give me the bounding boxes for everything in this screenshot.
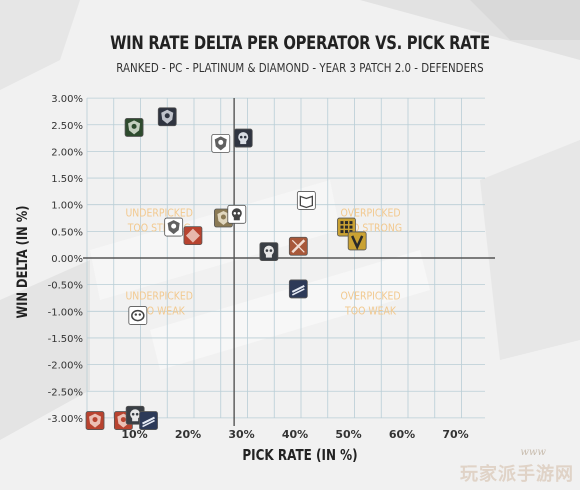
operator-icon-red-diamond (183, 226, 203, 246)
operator-icon-green-crest (124, 118, 144, 137)
y-tick-label: -1.00% (48, 307, 83, 318)
reference-lines (83, 98, 495, 426)
operator-icon-blue-slash (288, 279, 308, 299)
operator-icon-skull-white (227, 204, 247, 224)
quadrant-label-line: UNDERPICKED (125, 291, 193, 303)
y-tick-label: -2.50% (48, 387, 83, 398)
x-tick-label: 20% (175, 428, 201, 441)
x-tick-label: 50% (335, 428, 361, 441)
watermark: 玩家派手游网 (460, 464, 574, 485)
y-tick-label: -2.00% (48, 361, 83, 372)
x-axis-label: PICK RATE (IN %) (242, 447, 357, 465)
y-tick-label: -0.50% (48, 281, 83, 292)
operator-icon-yellow-v (347, 231, 367, 251)
quadrant-label-line: UNDERPICKED (125, 208, 193, 220)
y-tick-label: 1.00% (51, 201, 83, 212)
data-points (85, 107, 367, 430)
y-tick-label: 0.50% (51, 227, 83, 238)
operator-icon-red-crest (85, 411, 105, 430)
operator-icon-skull-gray (259, 242, 279, 262)
operator-icon-book-white (296, 191, 316, 210)
quadrant-label-line: TOO STRONG (127, 223, 191, 235)
y-tick-label: 3.00% (51, 94, 83, 105)
quadrant-label-line: TOO STRONG (338, 223, 402, 235)
y-tick-label: 2.00% (51, 147, 83, 158)
x-tick-label: 30% (228, 428, 254, 441)
chart-title: WIN RATE DELTA PER OPERATOR VS. PICK RAT… (110, 32, 490, 54)
x-tick-label: 60% (389, 428, 415, 441)
quadrant-label-line: OVERPICKED (341, 208, 401, 220)
x-tick-label: 40% (282, 428, 308, 441)
operator-icon-white-mask (128, 306, 148, 325)
operator-icon-blue-stripes (139, 411, 158, 430)
y-tick-label: 2.50% (51, 121, 83, 132)
y-tick-label: -3.00% (48, 414, 83, 425)
quadrant-label-line: TOO WEAK (344, 306, 396, 318)
grid (86, 97, 485, 419)
quadrant-label-line: TOO WEAK (133, 306, 185, 318)
y-axis-label: WIN DELTA (IN %) (15, 206, 31, 319)
operator-icon-skull-dark (233, 128, 253, 148)
y-tick-label: 1.50% (51, 174, 83, 185)
tick-labels: 3.00% 2.50% 2.00% 1.50% 1.00% 0.50% 0.00% -0.50… (48, 94, 469, 441)
operator-icon-round-white (164, 217, 184, 237)
y-tick-label: -1.50% (48, 334, 83, 345)
quadrant-label-line: OVERPICKED (341, 291, 401, 303)
quadrant-labels: UNDERPICKED TOO STRONG OVERPICKED TOO STRON… (125, 208, 402, 318)
chart-subtitle: RANKED - PC - PLATINUM & DIAMOND - YEAR … (116, 60, 484, 75)
operator-icon-dark-shield (157, 107, 177, 127)
x-tick-label: 70% (442, 428, 468, 441)
watermark-small: www (520, 447, 546, 458)
x-tick-label: 10% (121, 428, 147, 441)
operator-icon-orange-cross (288, 236, 308, 256)
operator-icon-white-badge (211, 134, 231, 153)
y-tick-label: 0.00% (51, 254, 83, 265)
